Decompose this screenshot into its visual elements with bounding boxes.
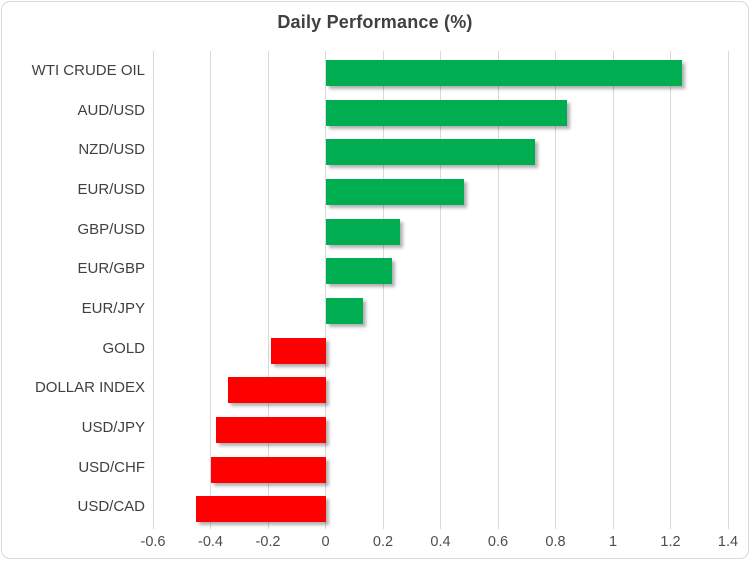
bar-dollar-index xyxy=(227,377,326,404)
bar-gold xyxy=(270,337,326,364)
gridline xyxy=(267,51,269,529)
bar-eur-jpy xyxy=(325,297,363,324)
gridline xyxy=(325,51,326,529)
category-label: USD/JPY xyxy=(81,419,145,436)
gridline xyxy=(727,51,729,529)
chart-title: Daily Performance (%) xyxy=(277,12,473,32)
x-tick-label: -0.4 xyxy=(198,534,223,550)
category-label: USD/CHF xyxy=(78,458,145,476)
x-tick-label: -0.2 xyxy=(255,534,281,550)
bar-aud-usd xyxy=(325,99,567,126)
x-tick-label: 1.4 xyxy=(717,534,739,550)
category-axis: WTI CRUDE OIL AUD/USD NZD/USD EUR/USD GBP/US… xyxy=(2,51,145,527)
gridline xyxy=(152,51,154,529)
x-tick-label: -0.6 xyxy=(140,534,166,550)
gridline xyxy=(670,51,671,529)
category-label: EUR/JPY xyxy=(81,300,145,317)
x-tick-label: 1 xyxy=(608,534,618,550)
bar-wti-crude-oil xyxy=(325,59,682,86)
chart-container: Daily Performance (%) WTI CRUDE OIL AUD/U… xyxy=(1,1,749,559)
bar-usd-chf xyxy=(210,456,326,483)
category-label: NZD/USD xyxy=(78,141,145,159)
x-tick-label: 1.2 xyxy=(660,534,681,550)
category-label: GBP/USD xyxy=(77,220,145,238)
x-tick-label: 0.2 xyxy=(372,534,394,550)
bar-gbp-usd xyxy=(325,218,401,245)
category-label: DOLLAR INDEX xyxy=(34,379,145,397)
category-label: AUD/USD xyxy=(77,101,145,119)
gridline xyxy=(555,51,556,529)
category-label: USD/CAD xyxy=(77,498,145,516)
category-label: EUR/GBP xyxy=(77,260,145,278)
value-axis: -0.6 -0.4 -0.2 0 0.2 0.4 0.6 0.8 1 1.2 1.4 xyxy=(141,534,739,554)
bar-eur-usd xyxy=(325,178,464,205)
gridline xyxy=(612,51,614,529)
gridline xyxy=(497,51,499,529)
x-tick-label: 0.6 xyxy=(487,534,509,550)
category-label: GOLD xyxy=(102,339,145,357)
x-tick-label: 0 xyxy=(321,534,330,550)
bar-usd-jpy xyxy=(216,416,326,443)
gridline xyxy=(210,51,211,529)
gridline xyxy=(440,51,441,529)
bar-nzd-usd xyxy=(325,139,536,166)
plot-area xyxy=(152,51,729,529)
x-tick-label: 0.8 xyxy=(545,534,566,550)
bar-eur-gbp xyxy=(325,258,392,285)
category-label: EUR/USD xyxy=(77,181,145,198)
category-label: WTI CRUDE OIL xyxy=(31,62,145,79)
x-tick-label: 0.4 xyxy=(430,534,451,550)
gridline xyxy=(382,51,384,529)
bar-usd-cad xyxy=(196,496,326,523)
